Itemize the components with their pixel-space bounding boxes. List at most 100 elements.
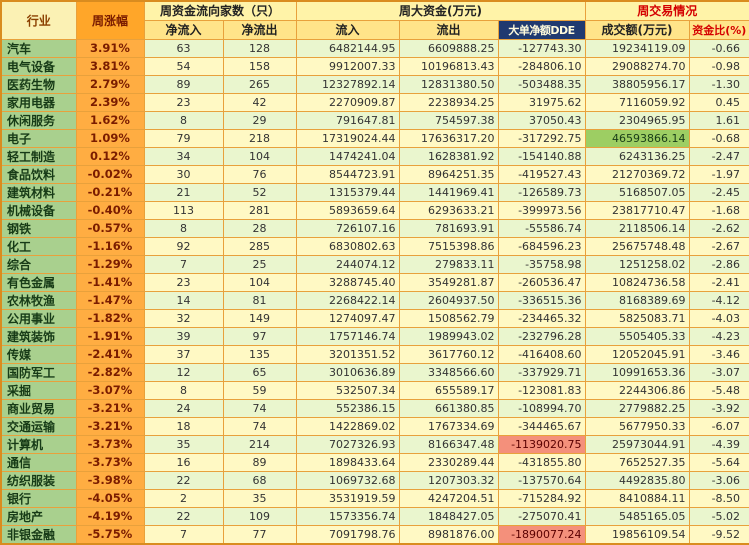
capital-ratio-cell: -2.41 (688, 272, 749, 292)
table-row[interactable]: 建筑装饰 -1.91% 39 97 1757146.74 1989943.02 -23279… (0, 326, 749, 346)
turnover-amount-cell: 10824736.58 (584, 272, 690, 292)
outflow-amount-cell: 10196813.43 (398, 56, 499, 76)
table-row[interactable]: 国防军工 -2.82% 12 65 3010636.89 3348566.60 -33792… (0, 362, 749, 382)
table-row[interactable]: 机械设备 -0.40% 113 281 5893659.64 6293633.21 -399… (0, 200, 749, 220)
inflow-amount-cell: 552386.15 (295, 398, 400, 418)
net-outflow-count-header: 净流出 (222, 19, 297, 40)
table-row[interactable]: 有色金属 -1.41% 23 104 3288745.40 3549281.87 -2605… (0, 272, 749, 292)
weekly-change-cell: -4.19% (75, 506, 145, 526)
weekly-change-cell: 1.62% (75, 110, 145, 130)
net-inflow-count-cell: 23 (143, 272, 224, 292)
table-row[interactable]: 商业贸易 -3.21% 24 74 552386.15 661380.85 -108994.… (0, 398, 749, 418)
table-row[interactable]: 传媒 -2.41% 37 135 3201351.52 3617760.12 -416408… (0, 344, 749, 364)
net-inflow-count-cell: 113 (143, 200, 224, 220)
table-body: 汽车 3.91% 63 128 6482144.95 6609888.25 -127743.… (0, 38, 749, 544)
net-outflow-count-cell: 214 (222, 434, 297, 454)
inflow-amount-cell: 17319024.44 (295, 128, 400, 148)
outflow-amount-cell: 6293633.21 (398, 200, 499, 220)
net-inflow-count-cell: 32 (143, 308, 224, 328)
table-row[interactable]: 纺织服装 -3.98% 22 68 1069732.68 1207303.32 -13757… (0, 470, 749, 490)
weekly-change-cell: -3.73% (75, 452, 145, 472)
capital-ratio-cell: -4.12 (688, 290, 749, 310)
table-row[interactable]: 医药生物 2.79% 89 265 12327892.14 12831380.50 -503… (0, 74, 749, 94)
dde-net-amount-cell: -234465.32 (497, 308, 586, 328)
inflow-amount-cell: 2268422.14 (295, 290, 400, 310)
turnover-amount-cell: 4492835.80 (584, 470, 690, 490)
weekly-change-cell: 3.81% (75, 56, 145, 76)
table-row[interactable]: 非银金融 -5.75% 7 77 7091798.76 8981876.00 -189007… (0, 524, 749, 544)
table-row[interactable]: 银行 -4.05% 2 35 3531919.59 4247204.51 -715284.9… (0, 488, 749, 508)
net-outflow-count-cell: 74 (222, 416, 297, 436)
net-outflow-count-cell: 77 (222, 524, 297, 544)
dde-net-amount-cell: -419527.43 (497, 164, 586, 184)
industry-cell: 电气设备 (0, 56, 77, 76)
capital-ratio-cell: -2.86 (688, 254, 749, 274)
net-inflow-count-cell: 21 (143, 182, 224, 202)
weekly-change-cell: -5.75% (75, 524, 145, 544)
table-row[interactable]: 交通运输 -3.21% 18 74 1422869.02 1767334.69 -34446… (0, 416, 749, 436)
net-outflow-count-cell: 68 (222, 470, 297, 490)
outflow-amount-cell: 8964251.35 (398, 164, 499, 184)
table-row[interactable]: 房地产 -4.19% 22 109 1573356.74 1848427.05 -27507… (0, 506, 749, 526)
table-row[interactable]: 电子 1.09% 79 218 17319024.44 17636317.20 -31729… (0, 128, 749, 148)
net-outflow-count-cell: 59 (222, 380, 297, 400)
outflow-amount-cell: 1628381.92 (398, 146, 499, 166)
net-inflow-count-cell: 8 (143, 110, 224, 130)
capital-ratio-cell: -3.46 (688, 344, 749, 364)
dde-net-amount-cell: -123081.83 (497, 380, 586, 400)
turnover-amount-cell: 25973044.91 (584, 434, 690, 454)
capital-ratio-cell: -3.07 (688, 362, 749, 382)
dde-net-amount-cell: -337929.71 (497, 362, 586, 382)
table-row[interactable]: 采掘 -3.07% 8 59 532507.34 655589.17 -123081.83 2… (0, 380, 749, 400)
table-row[interactable]: 轻工制造 0.12% 34 104 1474241.04 1628381.92 -15414… (0, 146, 749, 166)
capital-ratio-cell: 1.61 (688, 110, 749, 130)
outflow-amount-cell: 1207303.32 (398, 470, 499, 490)
net-inflow-count-cell: 18 (143, 416, 224, 436)
capital-ratio-cell: -2.45 (688, 182, 749, 202)
turnover-amount-cell: 5825083.71 (584, 308, 690, 328)
net-outflow-count-cell: 65 (222, 362, 297, 382)
industry-cell: 传媒 (0, 344, 77, 364)
dde-net-amount-header: 大单净额DDE (497, 19, 586, 40)
table-row[interactable]: 钢铁 -0.57% 8 28 726107.16 781693.91 -55586.74 21… (0, 218, 749, 238)
table-row[interactable]: 通信 -3.73% 16 89 1898433.64 2330289.44 -431855.… (0, 452, 749, 472)
outflow-amount-cell: 12831380.50 (398, 74, 499, 94)
table-row[interactable]: 农林牧渔 -1.47% 14 81 2268422.14 2604937.50 -33651… (0, 290, 749, 310)
table-row[interactable]: 计算机 -3.73% 35 214 7027326.93 8166347.48 -11390… (0, 434, 749, 454)
dde-net-amount-cell: -399973.56 (497, 200, 586, 220)
table-row[interactable]: 综合 -1.29% 7 25 244074.12 279833.11 -35758.98 12… (0, 254, 749, 274)
net-inflow-count-cell: 92 (143, 236, 224, 256)
table-row[interactable]: 家用电器 2.39% 23 42 2270909.87 2238934.25 31975.6… (0, 92, 749, 112)
table-row[interactable]: 汽车 3.91% 63 128 6482144.95 6609888.25 -127743.… (0, 38, 749, 58)
net-inflow-count-cell: 8 (143, 380, 224, 400)
industry-cell: 家用电器 (0, 92, 77, 112)
outflow-amount-cell: 1989943.02 (398, 326, 499, 346)
weekly-change-cell: -0.57% (75, 218, 145, 238)
outflow-amount-cell: 8166347.48 (398, 434, 499, 454)
table-row[interactable]: 公用事业 -1.82% 32 149 1274097.47 1508562.79 -2344… (0, 308, 749, 328)
table-row[interactable]: 化工 -1.16% 92 285 6830802.63 7515398.86 -684596… (0, 236, 749, 256)
net-outflow-count-cell: 109 (222, 506, 297, 526)
table-row[interactable]: 休闲服务 1.62% 8 29 791647.81 754597.38 37050.43 23… (0, 110, 749, 130)
dde-net-amount-cell: -232796.28 (497, 326, 586, 346)
industry-cell: 房地产 (0, 506, 77, 526)
net-outflow-count-cell: 52 (222, 182, 297, 202)
outflow-amount-cell: 661380.85 (398, 398, 499, 418)
net-inflow-count-cell: 12 (143, 362, 224, 382)
industry-cell: 综合 (0, 254, 77, 274)
net-outflow-count-cell: 149 (222, 308, 297, 328)
weekly-change-cell: -2.82% (75, 362, 145, 382)
weekly-change-cell: 2.39% (75, 92, 145, 112)
outflow-amount-cell: 4247204.51 (398, 488, 499, 508)
capital-ratio-cell: -1.30 (688, 74, 749, 94)
net-outflow-count-cell: 74 (222, 398, 297, 418)
dde-net-amount-cell: -1890077.24 (497, 524, 586, 544)
table-row[interactable]: 食品饮料 -0.02% 30 76 8544723.91 8964251.35 -41952… (0, 164, 749, 184)
inflow-amount-cell: 244074.12 (295, 254, 400, 274)
outflow-amount-cell: 8981876.00 (398, 524, 499, 544)
inflow-amount-cell: 2270909.87 (295, 92, 400, 112)
capital-ratio-cell: -2.67 (688, 236, 749, 256)
turnover-amount-cell: 19234119.09 (584, 38, 690, 58)
table-row[interactable]: 建筑材料 -0.21% 21 52 1315379.44 1441969.41 -12658… (0, 182, 749, 202)
table-row[interactable]: 电气设备 3.81% 54 158 9912007.33 10196813.43 -2848… (0, 56, 749, 76)
